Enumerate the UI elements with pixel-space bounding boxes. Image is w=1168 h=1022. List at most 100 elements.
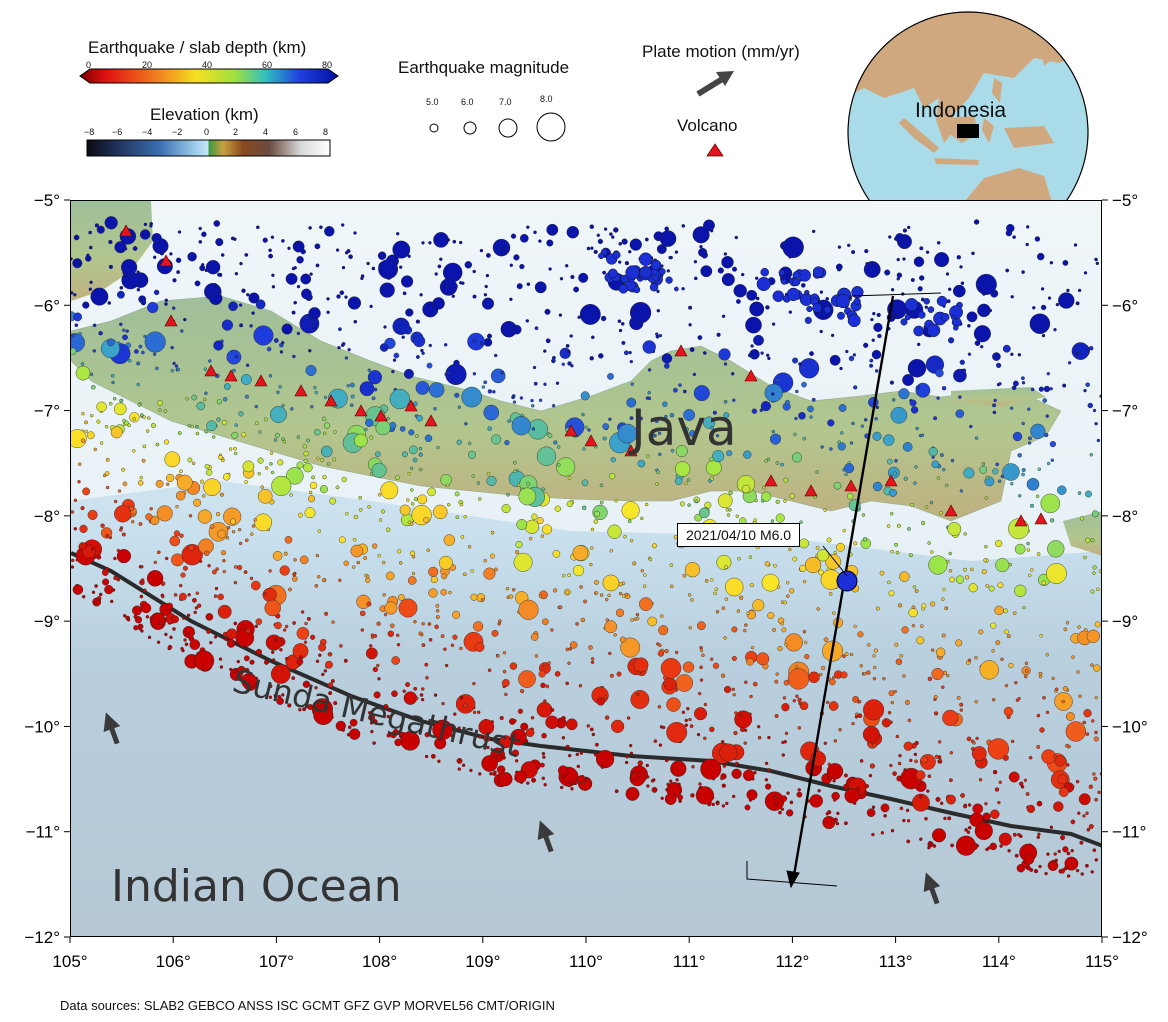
- earthquake-marker: [588, 645, 593, 650]
- volcano-marker: [404, 399, 418, 412]
- earthquake-marker: [721, 273, 735, 287]
- x-tick-label: 109°: [465, 952, 500, 971]
- earthquake-marker: [788, 588, 795, 594]
- earthquake-marker: [838, 728, 842, 732]
- earthquake-marker: [857, 713, 863, 719]
- earthquake-marker: [599, 593, 604, 597]
- earthquake-marker: [677, 794, 684, 801]
- earthquake-marker: [713, 591, 717, 596]
- earthquake-marker: [1067, 361, 1072, 365]
- earthquake-marker: [91, 590, 96, 594]
- earthquake-marker: [903, 741, 913, 751]
- seismicity-map[interactable]: Java Sunda Megathrust Indian Ocean 2021/…: [70, 200, 1102, 937]
- earthquake-marker: [324, 611, 329, 616]
- earthquake-marker: [721, 314, 726, 319]
- earthquake-marker: [628, 350, 632, 355]
- earthquake-marker: [732, 693, 736, 697]
- earthquake-marker: [530, 398, 534, 403]
- magnitude-label: 7.0: [499, 97, 512, 107]
- earthquake-marker: [161, 594, 165, 599]
- earthquake-marker: [78, 332, 82, 336]
- earthquake-marker: [237, 665, 246, 674]
- earthquake-marker: [427, 487, 436, 497]
- earthquake-marker: [71, 291, 74, 295]
- earthquake-marker: [1037, 467, 1041, 471]
- y-tick-label: −5°: [1112, 191, 1138, 210]
- earthquake-marker: [1057, 774, 1068, 785]
- earthquake-marker: [392, 358, 397, 362]
- earthquake-marker: [512, 400, 517, 404]
- earthquake-marker: [1054, 755, 1066, 767]
- earthquake-marker: [233, 446, 237, 451]
- earthquake-marker: [316, 456, 320, 461]
- footer-sources: Data sources: SLAB2 GEBCO ANSS ISC GCMT …: [60, 998, 555, 1013]
- earthquake-marker: [787, 668, 810, 690]
- earthquake-marker: [292, 621, 297, 625]
- earthquake-marker: [489, 772, 493, 776]
- earthquake-marker: [665, 788, 669, 792]
- earthquake-marker: [301, 288, 312, 300]
- earthquake-marker: [517, 708, 524, 714]
- earthquake-marker: [869, 363, 874, 368]
- earthquake-marker: [139, 476, 143, 480]
- bali-land: [1063, 511, 1101, 556]
- earthquake-marker: [1020, 785, 1025, 789]
- earthquake-marker: [731, 768, 742, 779]
- earthquake-marker: [108, 239, 113, 245]
- earthquake-marker: [215, 238, 224, 247]
- earthquake-marker: [441, 573, 448, 580]
- earthquake-marker: [795, 694, 799, 698]
- earthquake-marker: [598, 353, 604, 359]
- earthquake-marker: [949, 778, 953, 783]
- earthquake-marker: [629, 359, 633, 364]
- earthquake-marker: [799, 701, 809, 711]
- earthquake-marker: [683, 389, 687, 394]
- earthquake-marker: [426, 362, 433, 369]
- earthquake-marker: [206, 420, 217, 432]
- earthquake-marker: [804, 640, 808, 645]
- earthquake-marker: [269, 462, 273, 466]
- earthquake-marker: [213, 635, 218, 639]
- earthquake-marker: [464, 422, 468, 426]
- earthquake-marker: [372, 666, 379, 673]
- earthquake-marker: [774, 802, 779, 807]
- earthquake-marker: [613, 227, 619, 233]
- earthquake-marker: [268, 253, 274, 259]
- earthquake-marker: [669, 563, 674, 567]
- earthquake-marker: [663, 677, 677, 691]
- earthquake-marker: [992, 352, 1001, 361]
- elevation-colorbar: [86, 139, 331, 157]
- earthquake-marker: [177, 431, 182, 436]
- earthquake-marker: [969, 424, 973, 429]
- earthquake-marker: [786, 287, 801, 302]
- earthquake-marker: [281, 693, 285, 697]
- earthquake-marker: [343, 658, 348, 663]
- earthquake-marker: [255, 618, 263, 626]
- earthquake-marker: [985, 584, 990, 588]
- earthquake-marker: [239, 261, 243, 266]
- earthquake-marker: [798, 269, 811, 282]
- earthquake-marker: [1071, 784, 1075, 788]
- earthquake-marker: [410, 488, 414, 492]
- earthquake-marker: [519, 396, 524, 400]
- earthquake-marker: [786, 791, 790, 795]
- earthquake-marker: [395, 475, 400, 481]
- earthquake-marker: [268, 569, 272, 573]
- earthquake-marker: [869, 763, 876, 769]
- earthquake-marker: [147, 635, 152, 640]
- map-canvas: Java Sunda Megathrust Indian Ocean: [71, 201, 1101, 936]
- earthquake-marker: [111, 588, 116, 592]
- earthquake-marker: [84, 420, 88, 425]
- earthquake-marker: [1042, 695, 1046, 700]
- volcano-marker: [354, 404, 368, 417]
- earthquake-marker: [349, 403, 354, 407]
- event-label[interactable]: 2021/04/10 M6.0: [677, 523, 801, 547]
- earthquake-marker: [281, 403, 285, 408]
- earthquake-marker: [1050, 458, 1054, 462]
- earthquake-marker: [183, 638, 187, 642]
- earthquake-marker: [182, 626, 195, 639]
- earthquake-marker: [766, 457, 770, 461]
- earthquake-marker: [883, 814, 887, 818]
- earthquake-marker: [542, 755, 546, 759]
- earthquake-marker: [255, 648, 263, 656]
